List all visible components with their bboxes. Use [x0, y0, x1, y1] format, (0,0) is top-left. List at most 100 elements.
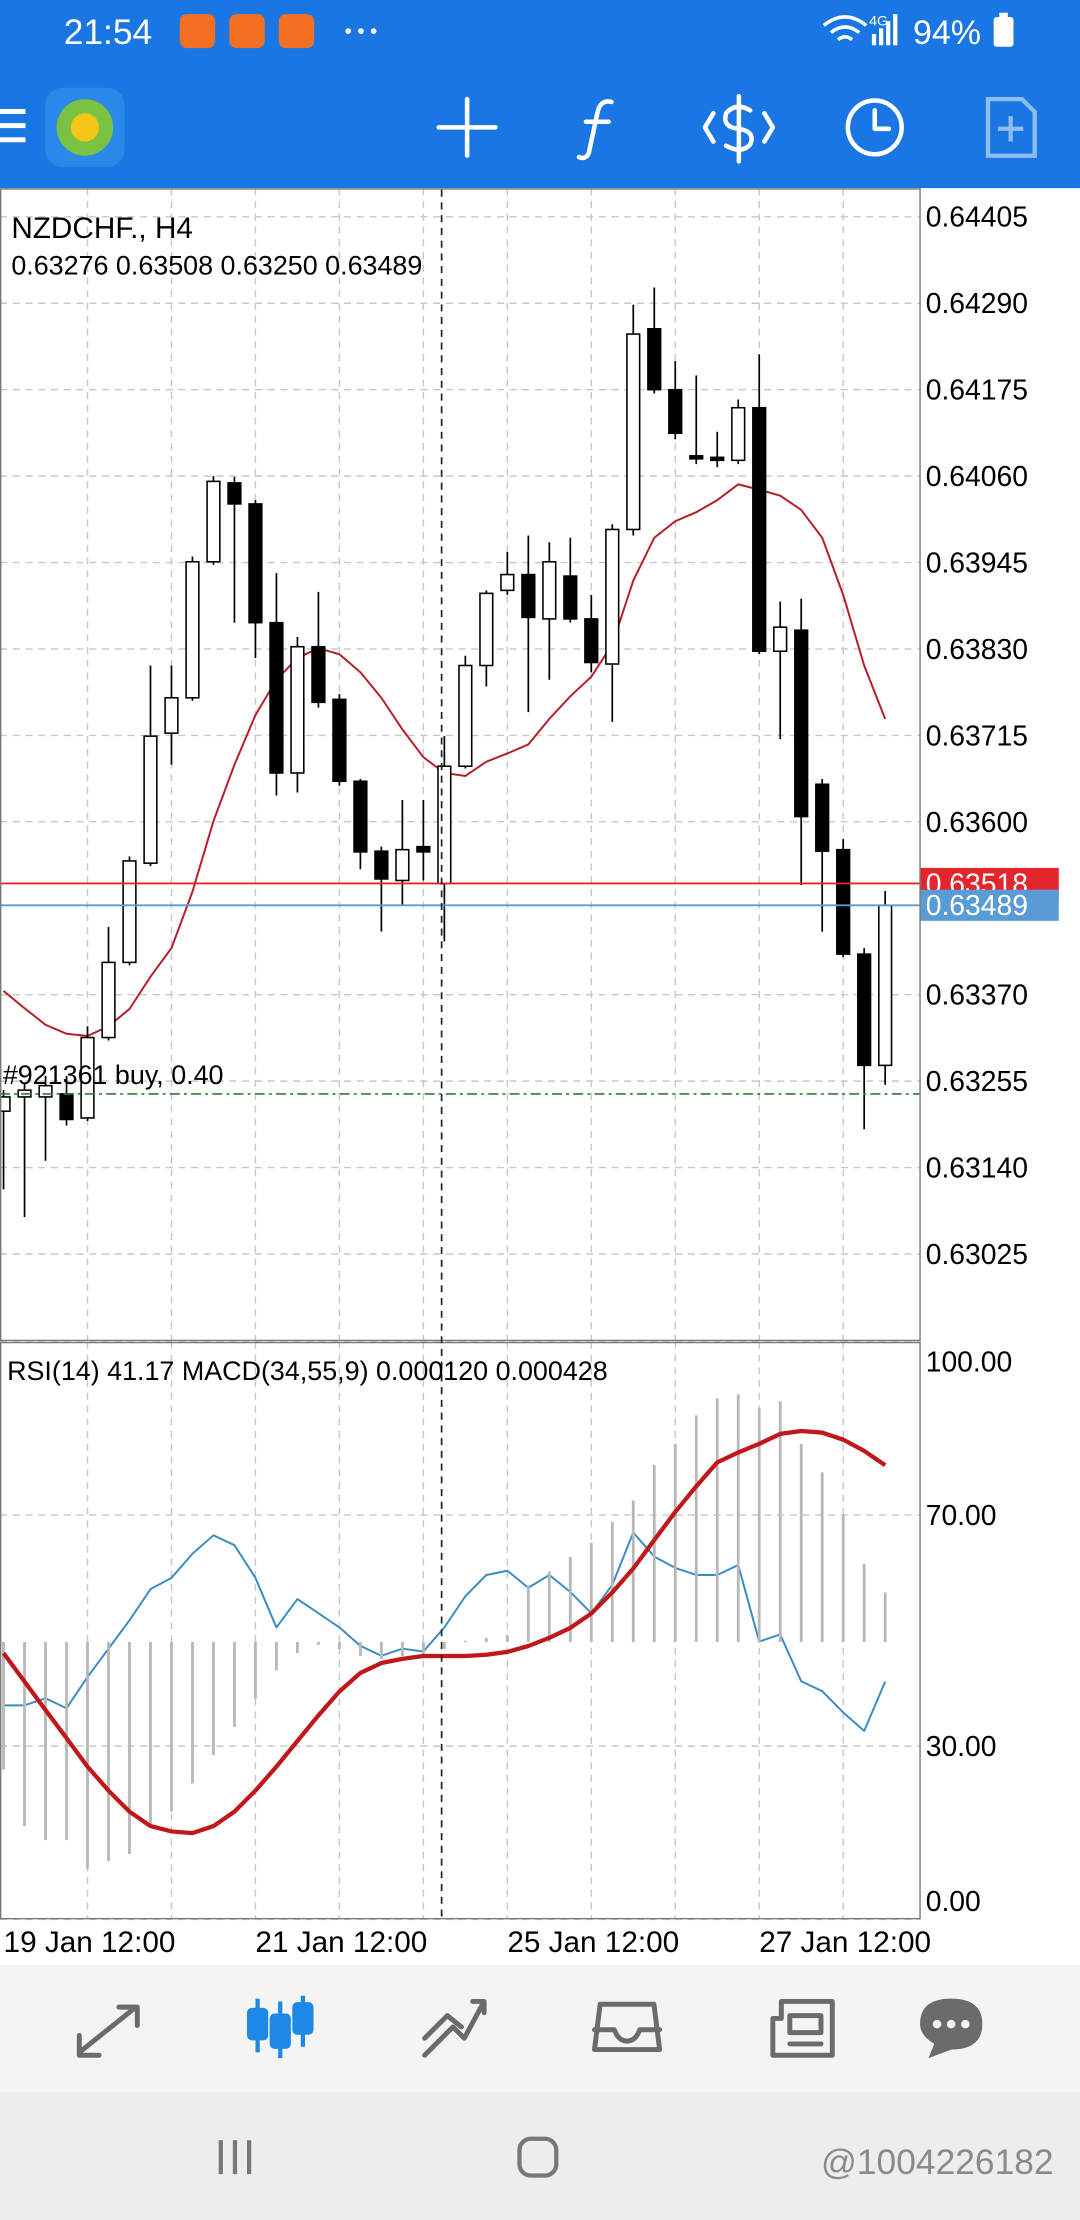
- y-tick-label: 0.64060: [926, 460, 1028, 492]
- y-tick-label: 0.64175: [926, 374, 1028, 406]
- network-type: 4G: [869, 12, 888, 28]
- candle-body: [689, 455, 704, 460]
- candle-body: [773, 626, 788, 653]
- y-tick-label: 0.63140: [926, 1151, 1028, 1183]
- trade-tab[interactable]: [422, 1998, 487, 2058]
- chat-tab[interactable]: [920, 1998, 983, 2059]
- candle-body: [164, 697, 179, 734]
- chart-background: [0, 188, 1080, 1965]
- candle-body: [668, 388, 683, 435]
- trade-button[interactable]: [702, 93, 776, 164]
- battery-level: 94%: [913, 14, 981, 52]
- y-tick-label: 0.63830: [926, 633, 1028, 665]
- candle-body: [500, 573, 515, 592]
- y-tick-label: 100.00: [926, 1346, 1013, 1378]
- battery-icon: [993, 12, 1014, 47]
- candle-body: [794, 629, 809, 818]
- candle-body: [731, 406, 746, 462]
- home-button[interactable]: [517, 2136, 559, 2178]
- chart: 0.64405 0.64290 0.64175 0.64060 0.63945 0.638…: [0, 188, 1059, 1959]
- candle-body: [395, 848, 410, 882]
- system-nav: [0, 2092, 1080, 2220]
- y-tick-label: 70.00: [926, 1499, 997, 1531]
- candle-body: [605, 528, 620, 665]
- candle-body: [836, 848, 851, 955]
- candle-body: [815, 783, 830, 852]
- history-tab[interactable]: [592, 2001, 663, 2053]
- y-tick-label: 0.63945: [926, 546, 1028, 578]
- price-label: 0.63489: [926, 889, 1028, 921]
- chart-title: NZDCHF., H4: [11, 212, 193, 245]
- quotes-tab[interactable]: [76, 2004, 140, 2058]
- candle-body: [59, 1093, 74, 1121]
- menu-button[interactable]: [0, 108, 26, 143]
- candle-body: [101, 961, 116, 1039]
- app-logo[interactable]: [45, 87, 125, 168]
- candle-body: [710, 456, 725, 462]
- watermark: @1004226182: [821, 2143, 1054, 2182]
- indicator-readout: RSI(14) 41.17 MACD(34,55,9) 0.000120 0.0…: [7, 1356, 608, 1386]
- candle-body: [647, 328, 662, 391]
- x-tick-label: 21 Jan 12:00: [255, 1926, 427, 1959]
- indicators-button[interactable]: [576, 99, 614, 161]
- order-label: #921361 buy, 0.40: [3, 1060, 224, 1090]
- candle-body: [374, 850, 389, 880]
- notification-icons: [179, 14, 377, 49]
- candle-body: [185, 561, 200, 699]
- y-tick-label: 0.63025: [926, 1238, 1028, 1270]
- candle-body: [416, 845, 431, 853]
- y-tick-label: 0.63715: [926, 719, 1028, 751]
- candle-body: [269, 621, 284, 774]
- y-tick-label: 0.64405: [926, 201, 1028, 233]
- candle-body: [353, 780, 368, 853]
- candle-body: [143, 735, 158, 864]
- recents-button[interactable]: [218, 2140, 252, 2175]
- y-tick-label: 0.00: [926, 1885, 981, 1917]
- y-tick-label: 30.00: [926, 1730, 997, 1762]
- candle-body: [0, 1096, 11, 1112]
- candle-body: [752, 406, 767, 653]
- candle-body: [437, 765, 452, 885]
- price-pane-border: [0, 188, 921, 1342]
- crosshair-button[interactable]: [436, 96, 498, 158]
- candle-body: [248, 503, 263, 624]
- candle-body: [878, 904, 893, 1067]
- chart-tab[interactable]: [247, 1995, 314, 2059]
- bottom-nav: [0, 1964, 1080, 2093]
- signal-icon: [871, 14, 898, 46]
- candle-body: [311, 645, 326, 704]
- candle-body: [479, 592, 494, 667]
- candle-body: [227, 482, 242, 505]
- clock: 21:54: [64, 13, 153, 52]
- signal-line: [1, 1428, 887, 1836]
- candle-body: [206, 480, 221, 563]
- candle-body: [38, 1084, 53, 1098]
- wifi-icon: [822, 15, 868, 42]
- candle-body: [857, 953, 872, 1067]
- ohlc-readout: 0.63276 0.63508 0.63250 0.63489: [11, 251, 422, 281]
- candle-body: [521, 573, 536, 619]
- y-tick-label: 0.63255: [926, 1065, 1028, 1097]
- x-tick-label: 19 Jan 12:00: [4, 1926, 176, 1959]
- news-tab[interactable]: [770, 1998, 835, 2058]
- period-button[interactable]: [845, 98, 904, 157]
- candle-body: [626, 333, 641, 531]
- y-tick-label: 0.63600: [926, 806, 1028, 838]
- candle-body: [122, 860, 137, 964]
- candle-body: [563, 575, 578, 620]
- price-label-box: [920, 889, 1059, 921]
- indicator-pane-border: [0, 1341, 921, 1920]
- candle-body: [332, 698, 347, 783]
- candle-body: [458, 664, 473, 768]
- y-tick-label: 0.64290: [926, 287, 1028, 319]
- candle-body: [584, 618, 599, 664]
- x-tick-label: 25 Jan 12:00: [507, 1926, 679, 1959]
- candle-body: [290, 645, 305, 774]
- new-order-button[interactable]: [985, 96, 1037, 158]
- candle-body: [80, 1036, 95, 1119]
- x-tick-label: 27 Jan 12:00: [759, 1926, 931, 1959]
- candle-body: [542, 561, 557, 620]
